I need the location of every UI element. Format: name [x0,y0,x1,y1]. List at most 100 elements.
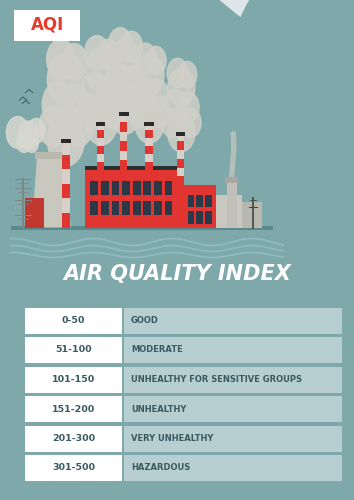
Circle shape [62,44,87,80]
Bar [145,146,153,154]
Bar [101,181,109,195]
Text: UNHEALTHY FOR SENSITIVE GROUPS: UNHEALTHY FOR SENSITIVE GROUPS [131,375,302,384]
Circle shape [128,96,150,128]
Circle shape [180,108,201,138]
Bar [62,213,70,228]
Bar [90,201,98,215]
Circle shape [161,108,182,138]
FancyBboxPatch shape [25,337,122,363]
Bar [97,130,104,138]
Circle shape [100,94,125,128]
Circle shape [121,32,142,62]
Bar [120,141,127,151]
Bar [62,184,70,198]
Bar [188,195,194,207]
FancyBboxPatch shape [124,455,342,481]
Bar [165,201,172,215]
FancyBboxPatch shape [25,455,122,481]
Circle shape [168,113,195,152]
Text: VERY UNHEALTHY: VERY UNHEALTHY [131,434,213,443]
Circle shape [178,62,197,88]
Bar [90,181,98,195]
Circle shape [78,94,102,128]
Circle shape [18,121,38,149]
Circle shape [108,28,132,62]
FancyBboxPatch shape [25,396,122,422]
Bar [61,139,71,143]
Circle shape [6,116,29,148]
Bar [144,122,154,126]
Bar [196,211,203,224]
Circle shape [47,40,75,79]
Circle shape [168,68,195,107]
Bar [120,160,127,170]
Bar [216,195,242,228]
Bar [85,170,184,228]
Circle shape [97,75,122,111]
Circle shape [109,90,140,134]
Bar [25,198,44,228]
Circle shape [25,134,38,152]
Bar [177,176,184,185]
Bar [120,122,127,132]
Bar [143,181,151,195]
Bar [165,181,172,195]
FancyBboxPatch shape [124,308,342,334]
Circle shape [85,100,117,145]
FancyBboxPatch shape [124,366,342,392]
Bar [62,140,70,228]
Circle shape [17,132,31,152]
Bar [188,211,194,224]
Bar [145,130,153,138]
Text: 101-150: 101-150 [52,375,95,384]
Circle shape [47,114,84,166]
Bar [205,211,212,224]
Circle shape [64,107,93,146]
Text: 201-300: 201-300 [52,434,95,443]
Text: 0-50: 0-50 [62,316,85,325]
Circle shape [97,40,120,70]
Text: AIR QUALITY INDEX: AIR QUALITY INDEX [63,264,291,284]
Bar [120,112,127,170]
Circle shape [177,92,199,122]
Circle shape [131,76,156,112]
Bar [145,122,153,170]
Circle shape [146,46,166,75]
Polygon shape [32,155,71,228]
Text: GOOD: GOOD [131,316,159,325]
Circle shape [85,36,109,70]
Circle shape [47,53,84,106]
Text: 151-200: 151-200 [52,404,95,413]
Bar [133,201,141,215]
Bar [22,178,24,228]
Bar [101,201,109,215]
Circle shape [167,58,188,87]
Wedge shape [195,0,291,20]
Circle shape [124,84,147,118]
FancyBboxPatch shape [25,366,122,392]
FancyBboxPatch shape [25,308,122,334]
Bar [143,201,151,215]
Text: 301-500: 301-500 [52,464,95,472]
Bar [112,201,119,215]
Bar [196,195,203,207]
Bar [177,132,184,185]
Bar [97,162,104,170]
Bar [154,181,162,195]
Bar [227,180,237,228]
Bar [85,166,184,170]
Circle shape [42,82,75,127]
Circle shape [145,79,169,112]
Circle shape [81,72,109,112]
FancyBboxPatch shape [124,337,342,363]
Circle shape [135,54,164,95]
Bar [97,122,104,170]
Circle shape [135,102,164,143]
Bar [112,181,119,195]
Text: UNHEALTHY: UNHEALTHY [131,404,186,413]
Bar [122,181,130,195]
Bar [154,201,162,215]
Circle shape [148,96,171,128]
Circle shape [120,66,145,102]
Bar [11,226,273,230]
